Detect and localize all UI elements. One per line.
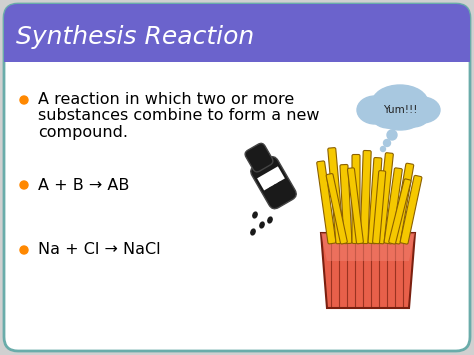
FancyBboxPatch shape xyxy=(251,157,296,209)
FancyBboxPatch shape xyxy=(340,164,352,244)
FancyBboxPatch shape xyxy=(376,153,393,244)
FancyBboxPatch shape xyxy=(389,179,411,244)
Text: Na + Cl → NaCl: Na + Cl → NaCl xyxy=(38,242,161,257)
Circle shape xyxy=(387,130,397,140)
Ellipse shape xyxy=(372,104,404,128)
Polygon shape xyxy=(321,233,415,261)
FancyBboxPatch shape xyxy=(373,171,386,244)
FancyBboxPatch shape xyxy=(400,175,422,244)
FancyBboxPatch shape xyxy=(384,168,402,244)
Ellipse shape xyxy=(251,229,255,235)
Circle shape xyxy=(381,147,385,152)
Ellipse shape xyxy=(260,222,264,228)
Ellipse shape xyxy=(253,212,257,218)
Text: A + B → AB: A + B → AB xyxy=(38,178,129,192)
Circle shape xyxy=(273,193,277,198)
FancyBboxPatch shape xyxy=(328,148,344,244)
FancyBboxPatch shape xyxy=(4,4,470,351)
Ellipse shape xyxy=(380,110,420,130)
FancyBboxPatch shape xyxy=(347,168,364,244)
Circle shape xyxy=(278,182,283,187)
Circle shape xyxy=(282,189,286,193)
Bar xyxy=(257,166,285,190)
FancyBboxPatch shape xyxy=(326,174,347,244)
FancyBboxPatch shape xyxy=(352,154,360,244)
Circle shape xyxy=(20,181,28,189)
Text: A reaction in which two or more: A reaction in which two or more xyxy=(38,93,294,108)
Circle shape xyxy=(277,191,282,195)
FancyBboxPatch shape xyxy=(392,163,414,244)
Ellipse shape xyxy=(404,97,440,123)
Text: substances combine to form a new: substances combine to form a new xyxy=(38,109,319,124)
Ellipse shape xyxy=(357,96,393,124)
Ellipse shape xyxy=(372,85,428,121)
Ellipse shape xyxy=(397,105,429,127)
Circle shape xyxy=(383,140,391,147)
Bar xyxy=(4,46,470,62)
Text: Synthesis Reaction: Synthesis Reaction xyxy=(16,25,254,49)
Polygon shape xyxy=(321,233,415,308)
Text: compound.: compound. xyxy=(38,125,128,140)
Circle shape xyxy=(274,185,278,189)
Ellipse shape xyxy=(268,217,272,223)
FancyBboxPatch shape xyxy=(245,143,273,172)
FancyBboxPatch shape xyxy=(4,4,470,62)
FancyBboxPatch shape xyxy=(368,158,382,244)
FancyBboxPatch shape xyxy=(317,161,336,244)
Text: Yum!!!: Yum!!! xyxy=(383,105,417,115)
FancyBboxPatch shape xyxy=(360,151,371,244)
Circle shape xyxy=(20,96,28,104)
Circle shape xyxy=(270,187,274,192)
Circle shape xyxy=(20,246,28,254)
